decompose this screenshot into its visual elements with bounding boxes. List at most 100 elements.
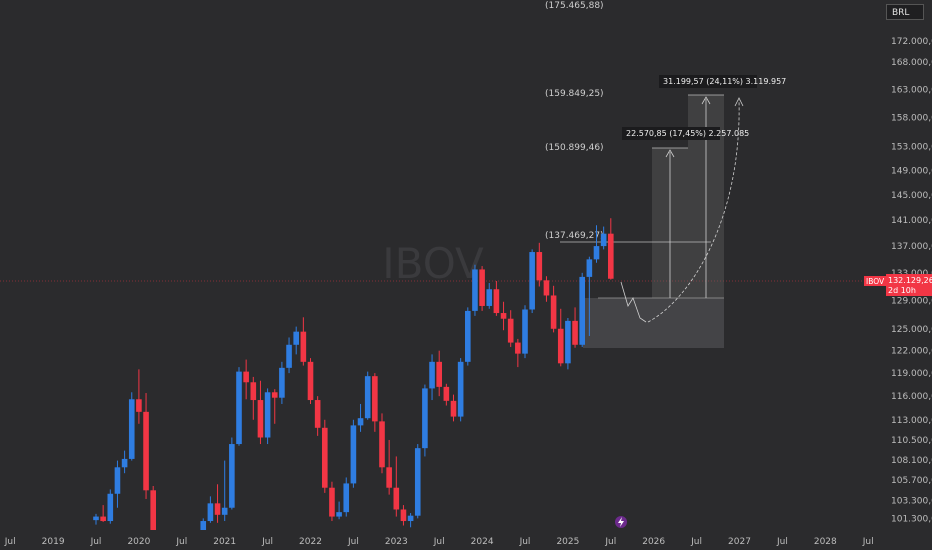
y-tick-label: 103.300,00 (891, 497, 932, 507)
candle-body[interactable] (257, 400, 264, 438)
x-tick-label: 2024 (471, 537, 494, 547)
candle-body[interactable] (121, 458, 128, 468)
candle-body[interactable] (136, 399, 142, 412)
candle-body[interactable] (422, 388, 428, 449)
candle-body[interactable] (143, 411, 149, 491)
y-tick-label: 158.000,00 (891, 113, 932, 123)
candle-body[interactable] (250, 382, 257, 401)
candle-body[interactable] (357, 418, 364, 426)
candle-body[interactable] (207, 503, 214, 522)
candle-body[interactable] (307, 361, 314, 401)
candle-body[interactable] (393, 487, 400, 510)
level-label-175: (175.465,88) (545, 1, 604, 11)
candle-body[interactable] (593, 246, 600, 260)
candle-body[interactable] (429, 361, 435, 389)
candle-body[interactable] (93, 516, 99, 521)
currency-button[interactable]: BRL (886, 4, 924, 20)
candle-body[interactable] (493, 289, 500, 314)
y-tick-label: 108.100,00 (891, 456, 932, 466)
x-tick-label: 2026 (642, 537, 665, 547)
candle-body[interactable] (229, 444, 235, 508)
candle-body[interactable] (550, 295, 557, 329)
candle-body[interactable] (522, 309, 528, 354)
y-tick-label: 168.000,00 (891, 58, 932, 68)
y-tick-label: 119.000,00 (891, 369, 932, 379)
candle-body[interactable] (100, 516, 106, 522)
candle-body[interactable] (150, 490, 156, 530)
candle-body[interactable] (271, 392, 278, 398)
measurement-label-1-bg (622, 127, 720, 140)
candle-body[interactable] (608, 233, 614, 279)
candle-body[interactable] (364, 376, 371, 419)
candle-body[interactable] (465, 310, 471, 362)
candle-body[interactable] (572, 320, 578, 345)
candle-body[interactable] (214, 503, 221, 515)
candle-body[interactable] (314, 400, 321, 428)
level-label-150: (150.899,46) (545, 143, 604, 153)
candle-body[interactable] (400, 509, 407, 522)
candle-body[interactable] (472, 269, 478, 311)
candle-body[interactable] (329, 487, 335, 517)
candle-body[interactable] (565, 320, 571, 364)
candle-body[interactable] (436, 361, 442, 387)
candle-body[interactable] (529, 252, 535, 310)
candle-body[interactable] (586, 259, 593, 277)
projection-curve-head (734, 97, 744, 107)
candle-body[interactable] (557, 328, 564, 364)
y-tick-label: 149.000,00 (891, 166, 932, 176)
candle-body[interactable] (486, 289, 493, 306)
y-axis[interactable]: 172.000,00 168.000,00 163.000,00 158.000,00… (891, 37, 932, 524)
candle-body[interactable] (343, 483, 350, 513)
candle-body[interactable] (507, 318, 514, 343)
candle-body[interactable] (372, 376, 378, 422)
candle-body[interactable] (243, 371, 249, 383)
x-tick-label: Jul (4, 537, 16, 547)
candle-body[interactable] (293, 331, 299, 345)
candle-body[interactable] (286, 344, 292, 368)
candle-body[interactable] (543, 280, 550, 296)
candle-body[interactable] (443, 386, 450, 401)
candle-body[interactable] (536, 252, 543, 281)
x-axis[interactable]: Jul 2019 Jul 2020 Jul 2021 Jul 2022 Jul 2023 Jul 20… (4, 537, 874, 547)
level-label-159: (159.849,25) (545, 89, 604, 99)
candle-body[interactable] (107, 493, 114, 522)
candle-body[interactable] (386, 467, 392, 488)
candle-body[interactable] (457, 361, 464, 417)
candle-body[interactable] (407, 515, 414, 522)
measure-arrow-1-head (665, 149, 675, 158)
y-tick-label: 105.700,00 (891, 476, 932, 486)
candle-body[interactable] (322, 427, 328, 488)
candle-body[interactable] (414, 448, 421, 516)
candle-body[interactable] (279, 367, 285, 398)
candle-body[interactable] (114, 467, 121, 494)
price-tag-price-bg (886, 274, 932, 296)
candle-body[interactable] (200, 521, 207, 530)
y-tick-label: 163.000,00 (891, 85, 932, 95)
candle-body[interactable] (579, 276, 585, 345)
projection-curve (647, 99, 740, 323)
y-tick-label: 101.300,00 (891, 514, 932, 524)
candle-body[interactable] (264, 392, 271, 438)
candle-body[interactable] (515, 342, 521, 354)
candle-body[interactable] (450, 400, 457, 417)
candle-body[interactable] (128, 399, 135, 459)
y-tick-label: 122.000,00 (891, 347, 932, 357)
candle-body[interactable] (236, 371, 242, 445)
candle-body[interactable] (379, 421, 385, 468)
candle-body[interactable] (350, 425, 357, 484)
measure-arrow-2-head (701, 96, 711, 105)
candle-body[interactable] (479, 269, 485, 306)
candle-body[interactable] (300, 331, 307, 362)
flash-icon[interactable] (615, 516, 627, 528)
price-tag-price: 132.129,26 (888, 276, 932, 285)
candle-body[interactable] (600, 233, 607, 247)
x-tick-label: Jul (175, 537, 187, 547)
candle-body[interactable] (500, 313, 507, 319)
price-tag-countdown: 2d 10h (888, 286, 916, 295)
x-tick-label: 2020 (127, 537, 150, 547)
x-tick-label: Jul (690, 537, 702, 547)
candle-body[interactable] (221, 507, 228, 515)
candle-body[interactable] (336, 512, 342, 517)
